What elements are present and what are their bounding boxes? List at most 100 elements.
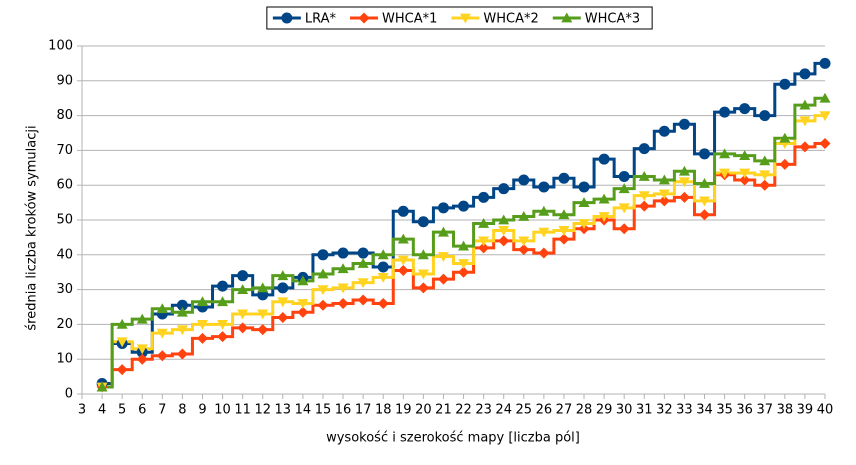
point <box>498 183 510 195</box>
point <box>277 311 289 323</box>
point <box>358 12 370 24</box>
point <box>417 269 429 280</box>
point <box>257 324 269 336</box>
point <box>176 299 188 311</box>
x-tick-label: 34 <box>696 403 713 418</box>
x-axis-label: wysokość i szerokość mapy [liczba pól] <box>326 431 580 446</box>
legend-label: LRA* <box>305 12 337 27</box>
point <box>759 179 771 191</box>
x-tick-label: 6 <box>138 403 146 418</box>
legend-item: WHCA*3 <box>552 12 640 27</box>
y-tick-label: 50 <box>56 213 73 228</box>
point <box>799 99 811 110</box>
point <box>277 297 289 308</box>
point <box>799 68 811 80</box>
point <box>337 263 349 274</box>
point <box>478 217 490 228</box>
point <box>518 211 530 221</box>
x-tick-label: 36 <box>736 403 753 418</box>
point <box>297 306 309 318</box>
point <box>678 191 690 203</box>
point <box>297 299 309 310</box>
point <box>337 298 349 310</box>
point <box>719 148 731 159</box>
point <box>337 247 349 259</box>
point <box>417 282 429 294</box>
x-tick-label: 24 <box>495 403 512 418</box>
point <box>217 280 229 292</box>
legend-label: WHCA*1 <box>382 12 437 27</box>
point <box>377 261 389 273</box>
point <box>618 183 630 194</box>
x-tick-label: 14 <box>295 403 312 418</box>
point <box>458 259 470 269</box>
point <box>116 337 128 348</box>
point <box>317 249 329 261</box>
point <box>498 235 510 247</box>
point <box>739 174 751 186</box>
x-tick-label: 15 <box>315 403 332 418</box>
x-tick-label: 40 <box>817 403 834 418</box>
x-tick-label: 9 <box>198 403 206 418</box>
point <box>136 344 148 355</box>
x-tick-label: 3 <box>78 403 86 418</box>
x-tick-label: 26 <box>536 403 553 418</box>
point <box>96 381 108 392</box>
point <box>638 191 650 202</box>
point <box>377 273 389 283</box>
point <box>437 252 449 263</box>
y-tick-label: 20 <box>56 317 73 332</box>
point <box>658 125 670 137</box>
point <box>638 171 650 181</box>
point <box>678 177 690 188</box>
point <box>558 226 570 236</box>
x-tick-label: 13 <box>275 403 292 418</box>
y-tick-label: 60 <box>56 178 73 193</box>
point <box>799 141 811 153</box>
point <box>397 233 409 244</box>
point <box>116 318 128 329</box>
point <box>699 177 711 188</box>
point <box>357 258 369 268</box>
point <box>417 216 429 228</box>
point <box>739 150 751 161</box>
point <box>739 103 751 115</box>
point <box>739 168 751 179</box>
point <box>136 313 148 324</box>
point <box>437 273 449 285</box>
point <box>397 205 409 217</box>
x-tick-label: 29 <box>596 403 613 418</box>
point <box>598 193 610 204</box>
point <box>518 236 530 247</box>
y-tick-label: 40 <box>56 247 73 262</box>
point <box>176 306 188 317</box>
point <box>558 233 570 245</box>
x-tick-label: 38 <box>777 403 794 418</box>
point <box>257 309 269 320</box>
legend-item: WHCA*1 <box>350 12 437 27</box>
y-tick-label: 30 <box>56 282 73 297</box>
point <box>578 181 590 193</box>
point <box>779 158 791 170</box>
point <box>156 350 168 362</box>
y-tick-label: 70 <box>56 143 73 158</box>
point <box>459 13 471 24</box>
x-tick-label: 37 <box>756 403 773 418</box>
point <box>819 92 831 103</box>
point <box>518 174 530 186</box>
point <box>156 328 168 339</box>
point <box>217 320 229 330</box>
point <box>658 174 670 185</box>
point <box>377 249 389 260</box>
point <box>779 78 791 90</box>
point <box>759 155 771 166</box>
point <box>297 275 309 286</box>
point <box>578 197 590 207</box>
point <box>678 118 690 130</box>
point <box>257 282 269 293</box>
point <box>237 309 249 320</box>
point <box>498 226 510 236</box>
x-tick-label: 20 <box>415 403 432 418</box>
